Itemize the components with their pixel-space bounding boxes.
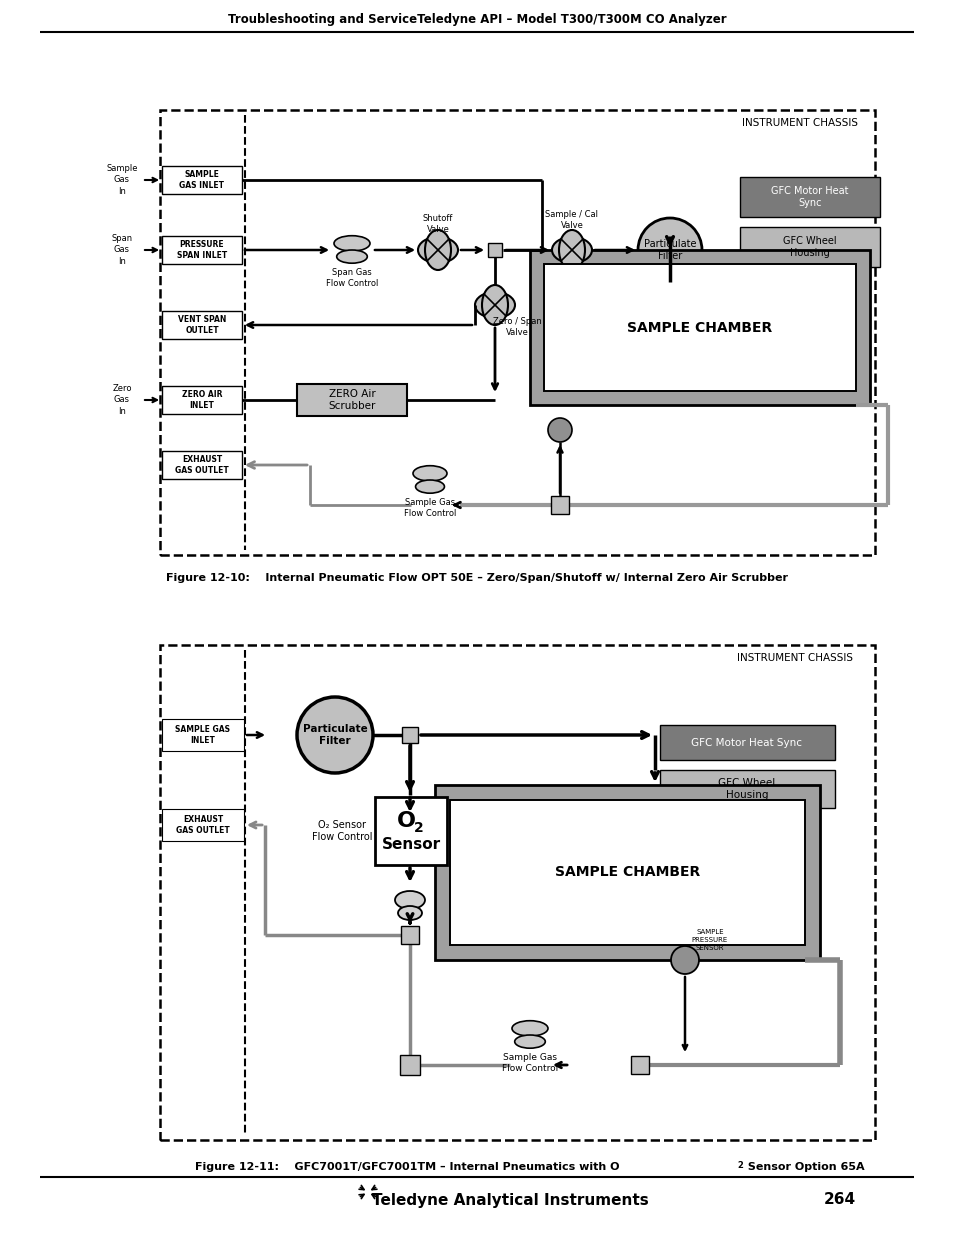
Text: ZERO Air
Scrubber: ZERO Air Scrubber	[328, 389, 375, 411]
Ellipse shape	[512, 1020, 547, 1036]
Text: Sample
Gas
In: Sample Gas In	[106, 164, 137, 195]
Circle shape	[638, 219, 701, 282]
Bar	[162, 451, 242, 479]
Ellipse shape	[416, 480, 444, 493]
Ellipse shape	[417, 237, 457, 263]
Text: SAMPLE GAS
INLET: SAMPLE GAS INLET	[175, 725, 231, 745]
Text: SAMPLE CHAMBER: SAMPLE CHAMBER	[627, 321, 772, 335]
Text: PRESSURE
SPAN INLET: PRESSURE SPAN INLET	[176, 240, 227, 261]
Circle shape	[296, 697, 373, 773]
Bar	[160, 110, 874, 555]
Ellipse shape	[515, 1035, 545, 1049]
Bar	[450, 800, 804, 945]
Ellipse shape	[552, 237, 592, 263]
Bar	[530, 249, 869, 405]
Text: Zero / Span
Valve: Zero / Span Valve	[492, 317, 540, 337]
Text: INSTRUMENT CHASSIS: INSTRUMENT CHASSIS	[737, 653, 852, 663]
Bar	[630, 1056, 648, 1074]
Text: Teledyne Analytical Instruments: Teledyne Analytical Instruments	[372, 1193, 648, 1208]
Bar	[659, 725, 834, 760]
Bar	[162, 387, 242, 414]
Bar	[400, 926, 418, 944]
Text: EXHAUST
GAS OUTLET: EXHAUST GAS OUTLET	[176, 815, 230, 835]
Ellipse shape	[395, 890, 424, 909]
Text: 264: 264	[823, 1193, 855, 1208]
Text: SAMPLE
GAS INLET: SAMPLE GAS INLET	[179, 170, 224, 190]
Text: Particulate
Filter: Particulate Filter	[302, 724, 367, 746]
Text: Figure 12-10:    Internal Pneumatic Flow OPT 50E – Zero/Span/Shutoff w/ Internal: Figure 12-10: Internal Pneumatic Flow OP…	[166, 573, 787, 583]
Text: 2: 2	[414, 820, 423, 835]
Circle shape	[547, 417, 572, 442]
Text: GFC Motor Heat Sync: GFC Motor Heat Sync	[691, 739, 801, 748]
Circle shape	[670, 946, 699, 974]
Text: O: O	[396, 811, 416, 831]
Text: SAMPLE
PRESSURE
SENSOR: SAMPLE PRESSURE SENSOR	[691, 930, 727, 951]
Bar	[375, 797, 447, 864]
Ellipse shape	[558, 230, 584, 270]
Bar	[160, 645, 874, 1140]
Text: O₂ Sensor
Flow Control: O₂ Sensor Flow Control	[312, 820, 372, 842]
Text: GFC Motor Heat
Sync: GFC Motor Heat Sync	[770, 185, 848, 209]
Ellipse shape	[336, 249, 367, 263]
Text: Troubleshooting and ServiceTeledyne API – Model T300/T300M CO Analyzer: Troubleshooting and ServiceTeledyne API …	[228, 14, 725, 26]
Ellipse shape	[475, 291, 515, 317]
Text: Zero
Gas
In: Zero Gas In	[112, 384, 132, 416]
Ellipse shape	[397, 906, 421, 920]
Text: 2: 2	[737, 1161, 742, 1170]
Bar	[740, 227, 879, 267]
Ellipse shape	[334, 236, 370, 251]
Bar	[401, 727, 417, 743]
Bar	[543, 264, 855, 391]
Text: Sample / Cal
Valve: Sample / Cal Valve	[545, 210, 598, 230]
Bar	[659, 769, 834, 808]
Text: SAMPLE CHAMBER: SAMPLE CHAMBER	[555, 866, 700, 879]
Text: Sample Gas
Flow Control: Sample Gas Flow Control	[501, 1053, 558, 1073]
Bar	[162, 809, 244, 841]
Text: VENT SPAN
OUTLET: VENT SPAN OUTLET	[177, 315, 226, 335]
Ellipse shape	[481, 285, 507, 325]
Ellipse shape	[413, 466, 447, 482]
Text: Sensor Option 65A: Sensor Option 65A	[743, 1162, 863, 1172]
Bar	[435, 785, 820, 960]
Bar	[551, 496, 568, 514]
Bar	[488, 243, 501, 257]
Text: Sample Gas
Flow Control: Sample Gas Flow Control	[403, 498, 456, 517]
Text: INSTRUMENT CHASSIS: INSTRUMENT CHASSIS	[741, 119, 857, 128]
Text: Shutoff
Valve: Shutoff Valve	[422, 214, 453, 235]
Bar	[162, 311, 242, 338]
Text: Figure 12-11:    GFC7001T/GFC7001TM – Internal Pneumatics with O: Figure 12-11: GFC7001T/GFC7001TM – Inter…	[194, 1162, 618, 1172]
Bar	[162, 165, 242, 194]
Text: ZERO AIR
INLET: ZERO AIR INLET	[182, 390, 222, 410]
Text: GFC Wheel
Housing: GFC Wheel Housing	[718, 778, 775, 800]
Bar	[399, 1055, 419, 1074]
Bar	[296, 384, 407, 416]
Text: GFC Wheel
Housing: GFC Wheel Housing	[782, 236, 836, 258]
Text: Span
Gas
In: Span Gas In	[112, 235, 132, 266]
Bar	[162, 719, 244, 751]
Text: Sensor: Sensor	[381, 837, 440, 852]
Text: Particulate
Filter: Particulate Filter	[643, 238, 696, 261]
Ellipse shape	[424, 230, 451, 270]
Bar	[162, 236, 242, 264]
Bar	[740, 177, 879, 217]
Text: EXHAUST
GAS OUTLET: EXHAUST GAS OUTLET	[175, 454, 229, 475]
Text: Span Gas
Flow Control: Span Gas Flow Control	[326, 268, 377, 288]
